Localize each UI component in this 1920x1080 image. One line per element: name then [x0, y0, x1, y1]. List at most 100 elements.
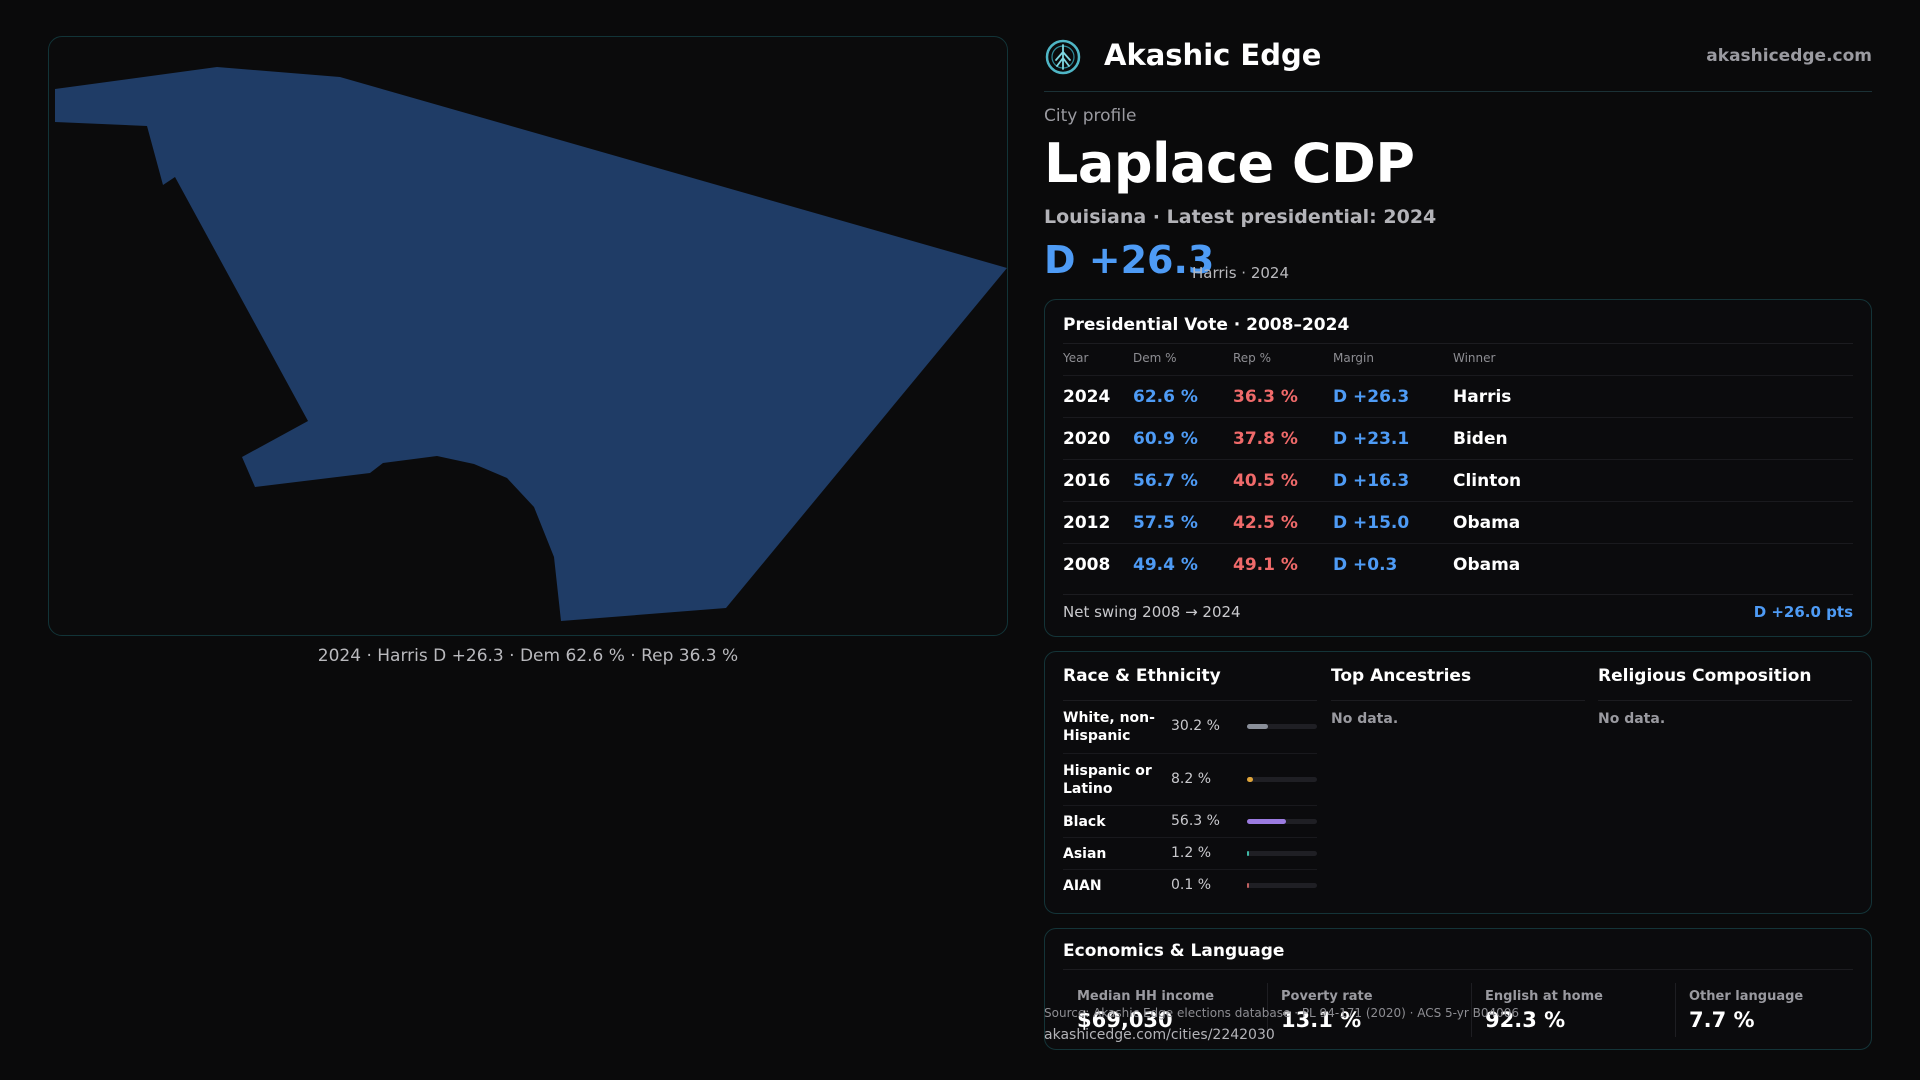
row-year: 2020	[1063, 429, 1111, 449]
race-label: Asian	[1063, 846, 1107, 862]
row-margin: D +0.3	[1333, 555, 1398, 575]
presidential-vote-card: Presidential Vote · 2008–2024 Year Dem %…	[1044, 299, 1872, 637]
race-bar-track	[1247, 883, 1317, 888]
source-note: Source: Akashic Edge elections database …	[1044, 1006, 1520, 1020]
row-dem-pct: 49.4 %	[1133, 555, 1198, 575]
table-row: 2012 57.5 % 42.5 % D +15.0 Obama	[1063, 501, 1853, 543]
divider	[1267, 983, 1268, 1037]
row-margin: D +15.0	[1333, 513, 1410, 533]
presidential-vote-title: Presidential Vote · 2008–2024	[1063, 315, 1350, 335]
divider	[1063, 700, 1317, 701]
brand-header: Akashic Edge akashicedge.com	[1044, 34, 1872, 92]
race-row: Black 56.3 %	[1063, 805, 1317, 837]
economics-title: Economics & Language	[1063, 941, 1285, 961]
race-bar-fill	[1247, 883, 1249, 888]
brand-url[interactable]: akashicedge.com	[1706, 46, 1872, 66]
race-pct: 8.2 %	[1171, 771, 1212, 787]
row-dem-pct: 60.9 %	[1133, 429, 1198, 449]
race-ethnicity-title: Race & Ethnicity	[1063, 666, 1221, 686]
stat-english-at-home: English at home 92.3 %	[1485, 989, 1685, 1041]
race-ethnicity-list: White, non-Hispanic 30.2 % Hispanic or L…	[1063, 701, 1317, 901]
tree-compass-logo-icon	[1045, 39, 1081, 75]
race-bar-fill	[1247, 777, 1253, 782]
column-header-rep: Rep %	[1233, 351, 1272, 365]
row-winner: Biden	[1453, 429, 1508, 449]
row-winner: Obama	[1453, 513, 1521, 533]
page-subtitle: Louisiana · Latest presidential: 2024	[1044, 206, 1437, 228]
column-header-year: Year	[1063, 351, 1089, 365]
row-margin: D +26.3	[1333, 387, 1410, 407]
page-url[interactable]: akashicedge.com/cities/2242030	[1044, 1027, 1275, 1043]
race-bar-fill	[1247, 724, 1269, 729]
page-kicker: City profile	[1044, 106, 1137, 126]
ancestries-section: Top Ancestries No data.	[1331, 666, 1585, 727]
race-pct: 0.1 %	[1171, 877, 1212, 893]
stat-label: Poverty rate	[1281, 989, 1373, 1004]
economics-card: Economics & Language Median HH income $6…	[1044, 928, 1872, 1050]
divider	[1675, 983, 1676, 1037]
row-year: 2008	[1063, 555, 1111, 575]
city-profile-panel: Akashic Edge akashicedge.com City profil…	[1044, 0, 1872, 1080]
stat-poverty-rate: Poverty rate 13.1 %	[1281, 989, 1481, 1041]
race-row: Hispanic or Latino 8.2 %	[1063, 753, 1317, 805]
ancestries-title: Top Ancestries	[1331, 666, 1472, 686]
row-rep-pct: 36.3 %	[1233, 387, 1298, 407]
divider	[1598, 700, 1852, 701]
row-margin: D +23.1	[1333, 429, 1410, 449]
stat-label: Other language	[1689, 989, 1804, 1004]
race-bar-track	[1247, 724, 1317, 729]
row-margin: D +16.3	[1333, 471, 1410, 491]
row-winner: Harris	[1453, 387, 1512, 407]
ancestries-empty: No data.	[1331, 711, 1399, 727]
religion-section: Religious Composition No data.	[1598, 666, 1852, 727]
row-winner: Clinton	[1453, 471, 1522, 491]
stat-value: 7.7 %	[1689, 1008, 1755, 1032]
stat-other-language: Other language 7.7 %	[1689, 989, 1889, 1041]
row-dem-pct: 56.7 %	[1133, 471, 1198, 491]
row-dem-pct: 62.6 %	[1133, 387, 1198, 407]
city-boundary-map[interactable]	[49, 37, 1008, 636]
race-label: Hispanic or Latino	[1063, 763, 1152, 797]
row-rep-pct: 49.1 %	[1233, 555, 1298, 575]
row-rep-pct: 42.5 %	[1233, 513, 1298, 533]
stat-value: $69,030	[1077, 1008, 1173, 1032]
table-row: 2024 62.6 % 36.3 % D +26.3 Harris	[1063, 375, 1853, 417]
race-bar-track	[1247, 777, 1317, 782]
row-rep-pct: 40.5 %	[1233, 471, 1298, 491]
demographics-card: Race & Ethnicity White, non-Hispanic 30.…	[1044, 651, 1872, 914]
race-bar-fill	[1247, 819, 1287, 824]
race-label: Black	[1063, 814, 1106, 830]
divider	[1063, 594, 1853, 595]
stat-label: English at home	[1485, 989, 1603, 1004]
brand-name: Akashic Edge	[1104, 38, 1322, 72]
row-year: 2012	[1063, 513, 1111, 533]
map-caption: 2024 · Harris D +26.3 · Dem 62.6 % · Rep…	[317, 646, 739, 666]
net-swing-value: D +26.0 pts	[1753, 603, 1853, 621]
vote-table-header: Year Dem % Rep % Margin Winner	[1063, 351, 1853, 375]
religion-empty: No data.	[1598, 711, 1666, 727]
map-panel[interactable]	[48, 36, 1008, 636]
race-row: AIAN 0.1 %	[1063, 869, 1317, 901]
stat-label: Median HH income	[1077, 989, 1215, 1004]
table-row: 2016 56.7 % 40.5 % D +16.3 Clinton	[1063, 459, 1853, 501]
stat-value: 92.3 %	[1485, 1008, 1566, 1032]
race-ethnicity-section: Race & Ethnicity White, non-Hispanic 30.…	[1063, 666, 1317, 901]
race-pct: 1.2 %	[1171, 845, 1212, 861]
race-pct: 56.3 %	[1171, 813, 1220, 829]
race-bar-track	[1247, 819, 1317, 824]
race-row: White, non-Hispanic 30.2 %	[1063, 701, 1317, 753]
city-boundary-shape[interactable]	[55, 67, 1007, 621]
row-year: 2016	[1063, 471, 1111, 491]
race-pct: 30.2 %	[1171, 718, 1220, 734]
divider	[1063, 343, 1853, 344]
religion-title: Religious Composition	[1598, 666, 1812, 686]
stat-value: 13.1 %	[1281, 1008, 1362, 1032]
race-bar-fill	[1247, 851, 1249, 856]
table-row: 2020 60.9 % 37.8 % D +23.1 Biden	[1063, 417, 1853, 459]
column-header-margin: Margin	[1333, 351, 1374, 365]
column-header-dem: Dem %	[1133, 351, 1177, 365]
page-title: Laplace CDP	[1044, 132, 1415, 195]
race-row: Asian 1.2 %	[1063, 837, 1317, 869]
divider	[1063, 969, 1853, 970]
latest-margin: D +26.3	[1044, 238, 1215, 282]
